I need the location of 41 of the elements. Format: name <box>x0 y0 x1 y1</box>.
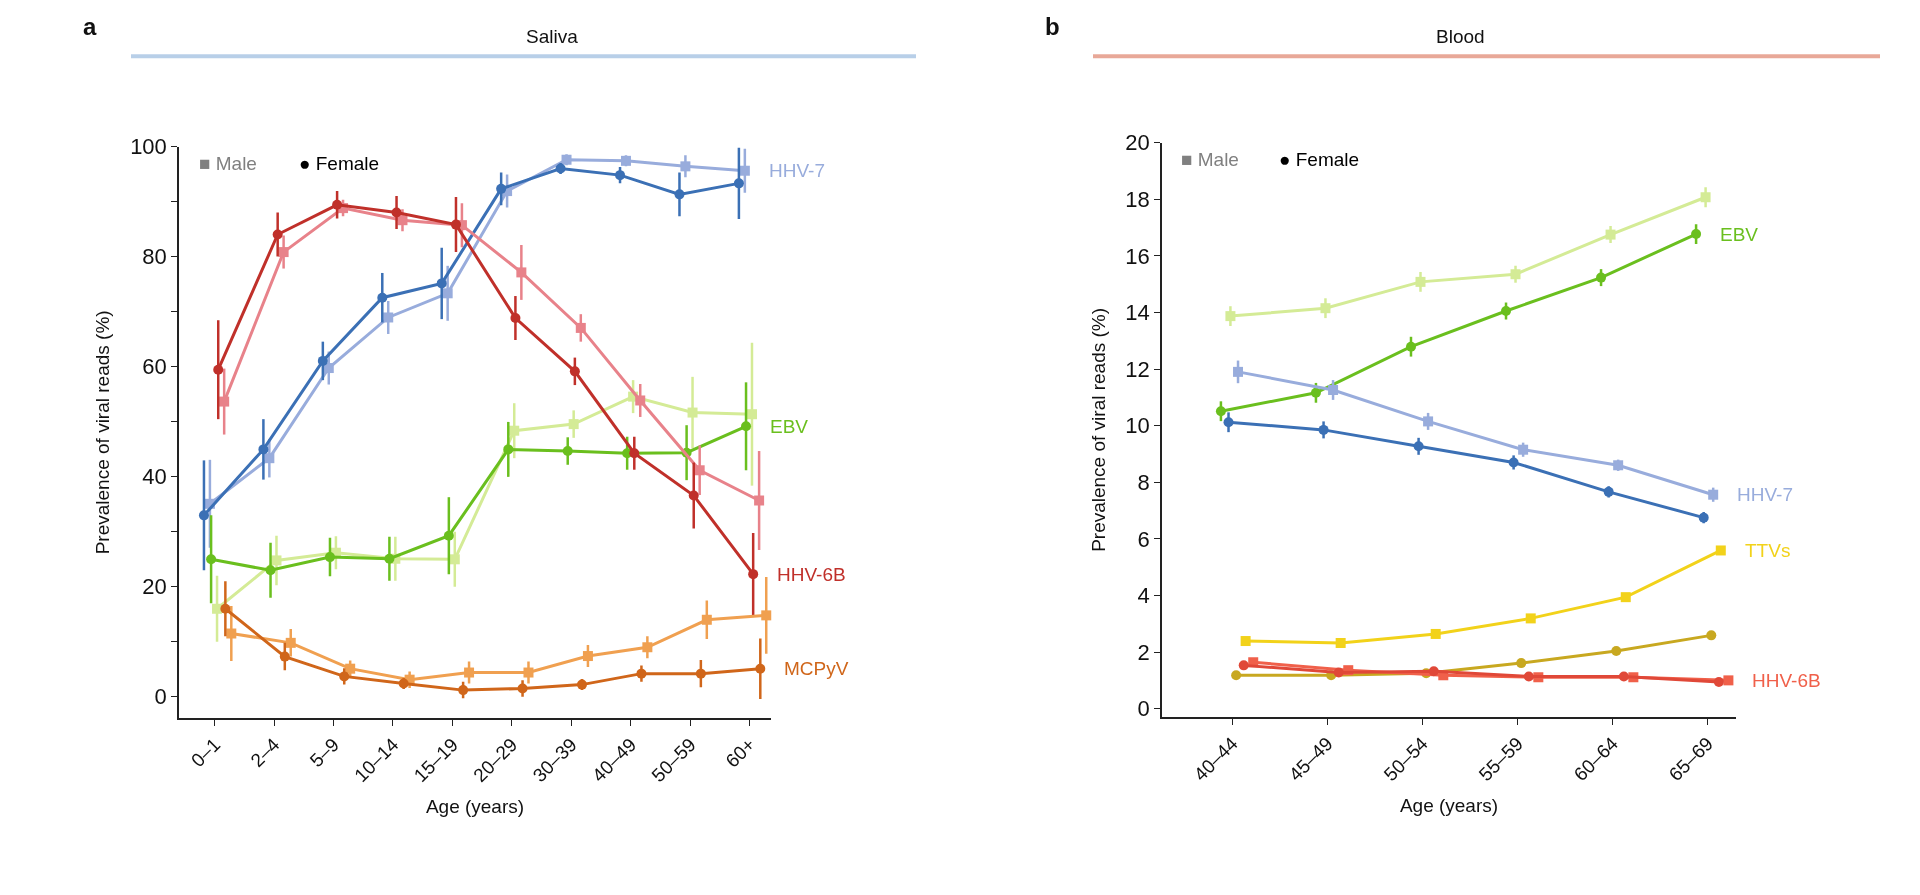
annotation: ■ Male <box>1181 149 1239 170</box>
y-tick-label: 2 <box>1137 639 1150 665</box>
y-tick-label: 100 <box>130 134 167 160</box>
x-axis-title: Age (years) <box>425 796 525 818</box>
x-tick-label: 0–1 <box>186 733 225 772</box>
y-axis-title: Prevalence of viral reads (%) <box>92 310 114 555</box>
annotation: ■ Male <box>199 153 257 174</box>
series-label: HHV-7 <box>769 160 825 181</box>
y-tick-label: 16 <box>1125 243 1150 269</box>
annotation: ● Female <box>299 153 380 174</box>
legend-label: EBV <box>1720 224 1759 245</box>
chart-title: Blood <box>1436 26 1485 47</box>
x-tick-label: 2–4 <box>246 733 284 772</box>
y-tick-label: 40 <box>142 464 167 490</box>
series-label: HHV-6B <box>1752 670 1821 691</box>
x-tick-label: 60+ <box>721 733 760 772</box>
y-tick-label: 0 <box>154 683 167 709</box>
series-label: TTVs <box>1745 540 1791 561</box>
y-tick-label: 10 <box>1125 413 1150 439</box>
y-tick-label: 6 <box>1137 526 1150 552</box>
y-tick-label: 80 <box>142 244 167 270</box>
y-tick-label: 20 <box>142 573 167 599</box>
series-label: HHV-6B <box>777 564 846 585</box>
y-tick-label: 8 <box>1137 469 1150 495</box>
y-tick-label: 4 <box>1137 583 1150 609</box>
series-label: EBV <box>770 416 809 437</box>
text: a <box>83 13 97 40</box>
x-axis-title: Age (years) <box>1399 795 1499 817</box>
text: b <box>1045 13 1060 40</box>
y-tick-label: 14 <box>1125 300 1150 326</box>
x-tick-label: 5–9 <box>305 733 344 772</box>
chart-title: Saliva <box>526 26 579 47</box>
y-tick-label: 60 <box>142 354 167 380</box>
y-tick-label: 18 <box>1125 186 1150 212</box>
y-tick-label: 12 <box>1125 356 1150 382</box>
y-tick-label: 20 <box>1125 130 1150 156</box>
legend-label: HHV-7 <box>1737 484 1793 505</box>
annotation: ● Female <box>1279 149 1360 170</box>
y-tick-label: 0 <box>1137 696 1150 722</box>
series-label: MCPyV <box>784 658 849 679</box>
y-axis-title: Prevalence of viral reads (%) <box>1087 307 1109 552</box>
